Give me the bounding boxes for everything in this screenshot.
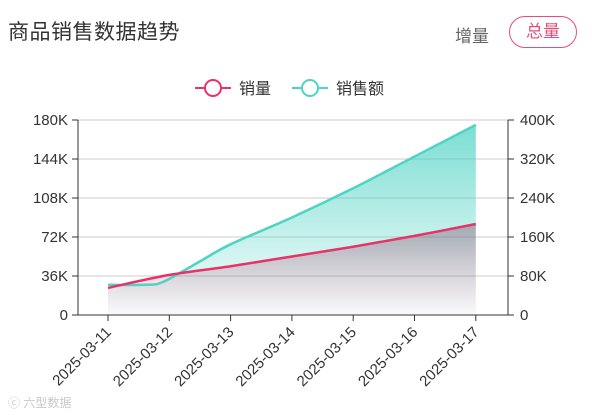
x-tick-label: 2025-03-13 <box>171 324 237 390</box>
y-right-tick-label: 80K <box>520 268 547 285</box>
y-right-tick-label: 320K <box>520 151 555 168</box>
y-right-tick-label: 0 <box>520 307 528 324</box>
y-left-tick-label: 72K <box>41 229 68 246</box>
y-right-tick-label: 240K <box>520 190 555 207</box>
total-toggle[interactable]: 总量 <box>509 16 577 48</box>
x-tick-label: 2025-03-17 <box>416 324 482 390</box>
x-tick-label: 2025-03-14 <box>232 324 298 390</box>
increment-toggle[interactable]: 增量 <box>455 27 489 46</box>
sales-volume-area <box>108 224 476 315</box>
watermark: ⓒ 六型数据 <box>8 396 72 410</box>
x-tick-label: 2025-03-15 <box>294 324 360 390</box>
y-left-tick-label: 36K <box>41 268 68 285</box>
y-right-tick-label: 160K <box>520 229 555 246</box>
y-left-tick-label: 0 <box>60 307 68 324</box>
sales-volume-line <box>107 222 477 290</box>
legend-marker <box>301 79 319 97</box>
y-right-tick-label: 400K <box>520 112 555 129</box>
legend-marker <box>204 79 222 97</box>
x-tick-label: 2025-03-11 <box>49 324 114 389</box>
x-tick-label: 2025-03-16 <box>355 324 421 390</box>
sales-amount-line <box>107 123 477 287</box>
y-left-tick-label: 180K <box>33 112 68 129</box>
x-tick-label: 2025-03-12 <box>110 324 176 390</box>
legend-label: 销量 <box>239 80 271 98</box>
y-left-tick-label: 108K <box>33 190 68 207</box>
y-left-tick-label: 144K <box>33 151 68 168</box>
legend-label: 销售额 <box>336 80 384 98</box>
chart-title: 商品销售数据趋势 <box>8 21 180 44</box>
